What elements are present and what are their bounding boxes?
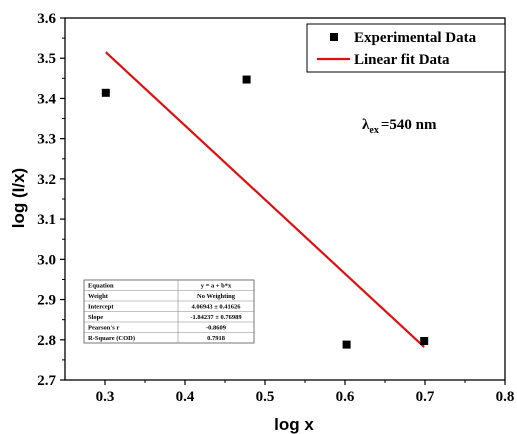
fit-table: Equation y = a + b*x Weight No Weighting Int… xyxy=(83,279,255,344)
y-tick-label: 2.8 xyxy=(37,333,56,349)
x-tick-label: 0.6 xyxy=(336,389,355,405)
y-tick-label: 3.2 xyxy=(37,172,56,188)
legend-label-fit: Linear fit Data xyxy=(354,52,450,68)
y-tick-label: 3.6 xyxy=(37,11,56,27)
fit-table-value: No Weighting xyxy=(197,293,236,300)
data-point xyxy=(242,75,251,84)
y-tick-label: 3.0 xyxy=(37,252,56,268)
fit-table-value: -1.84237 ± 0.76989 xyxy=(190,314,242,321)
y-tick-label: 2.7 xyxy=(37,373,56,389)
fit-table-value: 0.7918 xyxy=(207,335,226,342)
fit-table-key: Slope xyxy=(88,314,103,321)
fit-table-value: -0.8609 xyxy=(206,325,227,332)
y-tick-label: 3.4 xyxy=(37,91,56,107)
x-tick-label: 0.4 xyxy=(176,389,195,405)
fit-table-key: Intercept xyxy=(88,304,114,311)
annotation-lambda: λ xyxy=(362,117,370,133)
fit-table-key: Weight xyxy=(88,293,109,300)
legend-marker-experimental xyxy=(330,33,338,41)
excitation-annotation: λex =540 nm xyxy=(362,117,437,136)
x-tick-label: 0.7 xyxy=(416,389,435,405)
data-point xyxy=(342,340,351,349)
fit-table-key: Pearson's r xyxy=(88,325,119,332)
y-tick-label: 2.9 xyxy=(37,293,56,309)
y-tick-label: 3.5 xyxy=(37,51,56,67)
x-tick-label: 0.8 xyxy=(496,389,515,405)
fit-table-key: Equation xyxy=(88,283,114,290)
x-tick-label: 0.5 xyxy=(256,389,275,405)
legend-label-experimental: Experimental Data xyxy=(354,30,477,46)
y-tick-label: 3.1 xyxy=(37,212,56,228)
fit-table-value: y = a + b*x xyxy=(201,283,232,290)
y-tick-label: 3.3 xyxy=(37,132,56,148)
x-tick-label: 0.3 xyxy=(96,389,115,405)
x-axis-ticks: 0.3 0.4 0.5 0.6 0.7 0.8 xyxy=(96,380,515,405)
fit-line xyxy=(105,51,425,348)
annotation-value: =540 nm xyxy=(381,117,437,133)
y-axis-ticks: 2.7 2.8 2.9 3.0 3.1 3.2 3.3 3.4 3.5 3.6 xyxy=(37,11,65,389)
fit-line-layer xyxy=(105,51,425,348)
legend-box xyxy=(306,23,506,73)
data-point xyxy=(101,88,110,97)
x-axis-label: log x xyxy=(274,415,314,434)
y-axis-label: log (I/x) xyxy=(9,168,28,228)
fit-table-value: 4.06943 ± 0.41626 xyxy=(191,304,241,311)
data-point xyxy=(420,336,429,345)
points-layer xyxy=(101,75,429,349)
annotation-subscript: ex xyxy=(369,125,378,136)
legend: Experimental Data Linear fit Data xyxy=(306,23,506,73)
fit-table-key: R-Square (COD) xyxy=(88,335,135,342)
